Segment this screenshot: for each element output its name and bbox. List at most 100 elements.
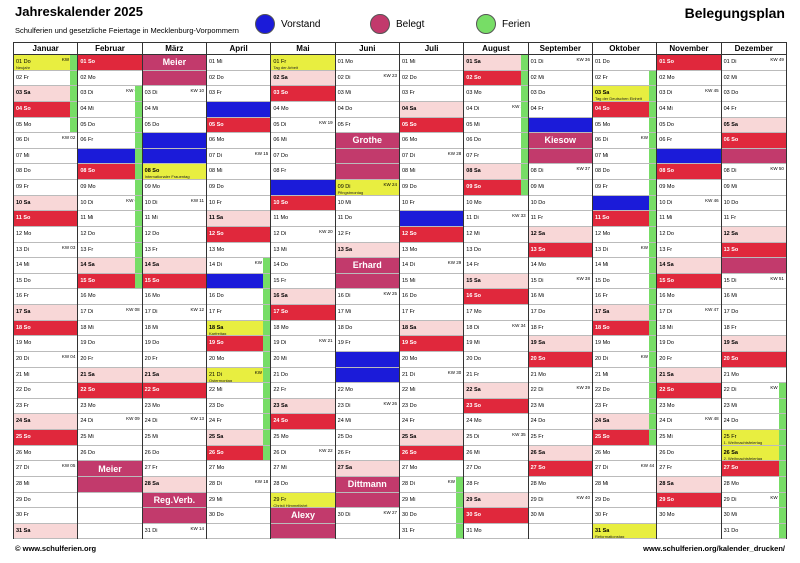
day-cell[interactable]: 17 Di KW 08 xyxy=(78,305,142,321)
day-cell[interactable]: 14 Di KW 29 xyxy=(399,258,464,274)
day-cell[interactable]: 20 So xyxy=(528,351,592,368)
day-cell[interactable]: 04 Mi xyxy=(142,102,206,118)
day-cell[interactable]: 05 Fr xyxy=(335,118,399,134)
day-cell[interactable]: 16 Sa xyxy=(271,289,335,305)
day-cell[interactable]: 01 Mi xyxy=(399,55,464,71)
day-cell[interactable]: 22 Mi xyxy=(399,383,464,399)
belegt-booking[interactable] xyxy=(335,164,399,179)
day-cell[interactable]: 10 Di KW 46 xyxy=(657,196,721,212)
day-cell[interactable]: 10 Mi xyxy=(335,196,399,212)
vorstand-booking[interactable] xyxy=(528,117,592,133)
day-cell[interactable]: 02 Fr xyxy=(592,70,657,87)
day-cell[interactable]: 27 So xyxy=(528,461,592,477)
day-cell[interactable]: 30 Mo xyxy=(142,508,206,524)
day-cell[interactable]: 24 Sa xyxy=(592,414,657,430)
day-cell[interactable]: 04 So xyxy=(592,101,657,118)
day-cell[interactable]: 05 So xyxy=(399,117,464,134)
day-cell[interactable]: 21 Do xyxy=(271,368,335,384)
vorstand-booking[interactable] xyxy=(206,273,264,289)
day-cell[interactable]: 27 FrMeier xyxy=(78,461,142,477)
day-cell[interactable]: 20 Fr xyxy=(78,352,142,368)
day-cell[interactable]: 06 SoKiesow xyxy=(528,133,592,149)
day-cell[interactable]: 24 Di KW 09 xyxy=(78,414,142,430)
day-cell[interactable]: 14 Do xyxy=(271,258,335,274)
day-cell[interactable]: 06 So xyxy=(721,133,786,149)
day-cell[interactable]: 29 Mi xyxy=(399,492,464,509)
day-cell[interactable]: 21 Mi xyxy=(592,367,657,384)
day-cell[interactable]: 08 Fr xyxy=(271,164,335,180)
day-cell[interactable]: 19 Mo xyxy=(592,336,657,352)
vorstand-booking[interactable] xyxy=(335,351,399,367)
day-cell[interactable]: 20 Sa xyxy=(335,351,399,368)
day-cell[interactable]: 22 Do xyxy=(14,383,78,399)
day-cell[interactable]: 02 Mi xyxy=(528,71,592,87)
day-cell[interactable]: 25 So xyxy=(14,430,78,446)
day-cell[interactable]: 14 Sa xyxy=(78,258,142,274)
belegt-booking[interactable] xyxy=(78,476,142,492)
day-cell[interactable]: 18 Fr xyxy=(721,321,786,337)
day-cell[interactable]: 18 Sa Karfreitag xyxy=(206,320,271,337)
day-cell[interactable]: 21 Mi xyxy=(14,368,78,384)
day-cell[interactable]: 26 Mi xyxy=(464,446,528,462)
day-cell[interactable]: 11 Mo xyxy=(271,211,335,227)
day-cell[interactable]: 20 Fr xyxy=(657,352,721,368)
day-cell[interactable]: 09 Mo xyxy=(142,180,206,196)
day-cell[interactable]: 09 Mo xyxy=(78,180,142,196)
day-cell[interactable]: 12 Do xyxy=(142,227,206,243)
vorstand-booking[interactable] xyxy=(206,101,271,117)
day-cell[interactable]: 27 Mo xyxy=(206,461,271,477)
day-cell[interactable]: 06 Mo xyxy=(399,133,464,149)
day-cell[interactable]: 25 Fr 1. Weihnachtsfeiertag xyxy=(721,430,786,446)
belegt-booking[interactable] xyxy=(142,508,206,523)
day-cell[interactable]: 27 Fr xyxy=(142,461,206,477)
day-cell[interactable]: 12 Mo xyxy=(14,227,78,243)
day-cell[interactable]: 20 Di KW 43 xyxy=(592,351,657,368)
day-cell[interactable]: 14 Mo xyxy=(721,258,786,274)
day-cell[interactable]: 02 Sa xyxy=(271,70,335,87)
day-cell[interactable]: 29 Mo xyxy=(335,492,399,509)
day-cell[interactable]: 01 Do xyxy=(592,55,657,71)
day-cell[interactable]: 01 Di KW 36 xyxy=(528,55,592,71)
day-cell[interactable]: 01 Mo xyxy=(335,55,399,71)
day-cell[interactable]: 04 Mi xyxy=(657,102,721,118)
belegt-booking[interactable] xyxy=(335,273,399,289)
day-cell[interactable]: 15 So xyxy=(657,273,721,290)
day-cell[interactable]: 11 Fr xyxy=(721,211,786,227)
day-cell[interactable]: 22 Sa xyxy=(464,383,528,399)
vorstand-booking[interactable] xyxy=(142,148,206,164)
day-cell[interactable]: 03 Fr xyxy=(399,86,464,102)
day-cell[interactable]: 24 Do xyxy=(721,414,786,430)
day-cell[interactable]: 01 SoMeier xyxy=(142,55,206,71)
day-cell[interactable]: 21 So xyxy=(335,367,399,384)
day-cell[interactable]: 16 Mi xyxy=(721,289,786,305)
day-cell[interactable]: 07 Sa xyxy=(142,148,206,165)
belegt-booking[interactable]: Kiesow xyxy=(528,133,592,148)
day-cell[interactable]: 13 Sa xyxy=(335,242,399,259)
day-cell[interactable]: 11 Do xyxy=(335,211,399,227)
day-cell[interactable]: 04 Sa xyxy=(206,101,271,118)
day-cell[interactable]: 12 Sa xyxy=(528,226,592,243)
day-cell[interactable]: 12 Di KW 20 xyxy=(271,227,335,243)
day-cell[interactable]: 03 Di KW 10 xyxy=(142,86,206,102)
day-cell[interactable]: 08 Di KW 37 xyxy=(528,164,592,180)
day-cell[interactable]: 07 Di KW 28 xyxy=(399,149,464,165)
day-cell[interactable]: 17 So xyxy=(271,305,335,321)
day-cell[interactable]: 19 Sa xyxy=(721,336,786,352)
day-cell[interactable]: 14 Mo xyxy=(528,258,592,274)
day-cell[interactable]: 29 Di KW 40 xyxy=(528,493,592,509)
day-cell[interactable]: 22 Do xyxy=(592,383,657,399)
day-cell[interactable]: 24 So xyxy=(271,414,335,430)
day-cell[interactable]: 09 Sa xyxy=(271,180,335,196)
day-cell[interactable]: 21 Sa xyxy=(142,367,206,384)
day-cell[interactable]: 05 Mo xyxy=(14,117,78,134)
day-cell[interactable]: 03 Do xyxy=(528,86,592,102)
day-cell[interactable]: 18 So xyxy=(14,320,78,337)
day-cell[interactable]: 03 Sa Tag der Deutschen Einheit xyxy=(592,86,657,102)
day-cell[interactable]: 31 So xyxy=(271,523,335,540)
day-cell[interactable]: 27 Do xyxy=(464,461,528,477)
day-cell[interactable]: 14 Mi xyxy=(14,258,78,274)
day-cell[interactable]: 20 Fr xyxy=(142,352,206,368)
day-cell[interactable]: 16 Mo xyxy=(657,289,721,305)
belegt-booking[interactable] xyxy=(528,148,592,164)
day-cell[interactable]: 28 Mi xyxy=(592,477,657,493)
